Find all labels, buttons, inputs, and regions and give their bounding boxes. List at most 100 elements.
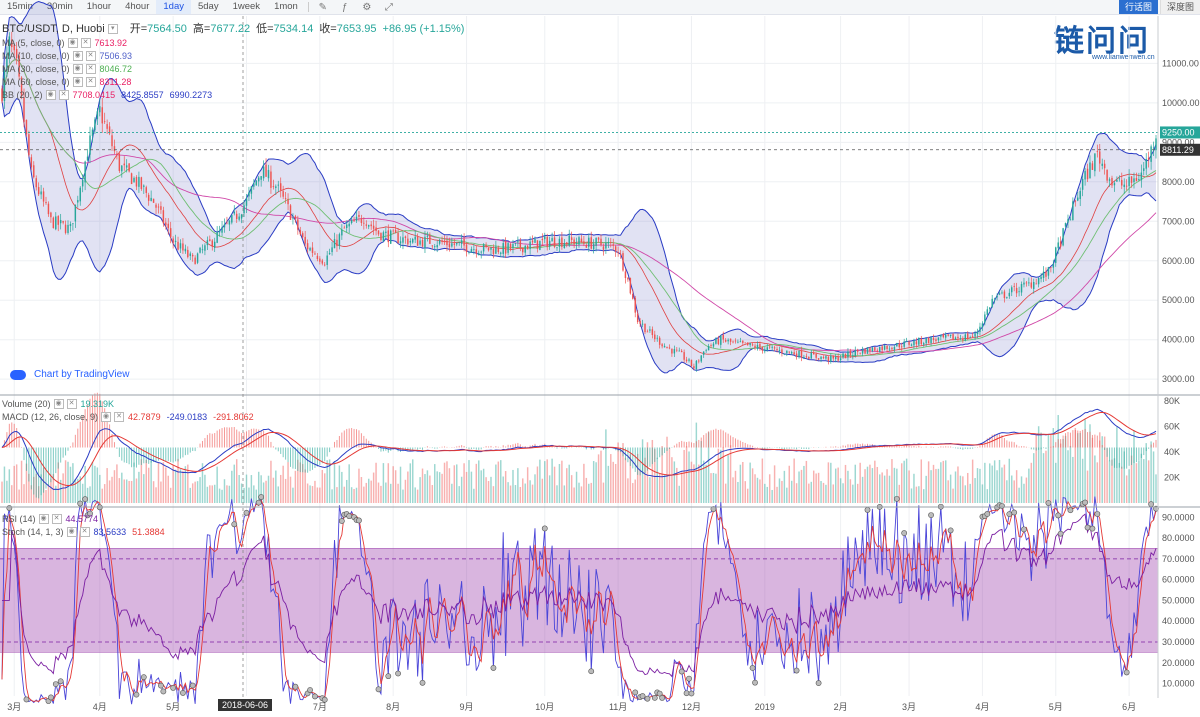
candle-body <box>854 350 857 356</box>
kline-chart-button[interactable]: 行话图 <box>1118 0 1158 14</box>
macd-histogram-bar <box>522 446 524 448</box>
tf-1week[interactable]: 1week <box>232 1 261 12</box>
tf-1hour[interactable]: 1hour <box>86 1 112 12</box>
candle-body <box>685 359 688 362</box>
candle-body <box>729 338 732 342</box>
bb-close-icon[interactable]: ✕ <box>58 90 69 100</box>
volume-bar <box>343 486 346 503</box>
indicator-icon[interactable]: ƒ <box>342 1 348 13</box>
bb-eye-icon[interactable]: ◉ <box>45 90 56 100</box>
draw-tool-icon[interactable]: ✎ <box>318 1 328 13</box>
rsi-tick-label: 10.0000 <box>1162 679 1195 689</box>
volume-bar <box>597 454 600 503</box>
volume-bar <box>663 474 666 503</box>
tf-30min[interactable]: 30min <box>46 1 73 12</box>
candle-body <box>284 198 287 199</box>
ma30-eye-icon[interactable]: ◉ <box>72 64 83 74</box>
candle-body <box>1057 242 1059 249</box>
ma60-eye-icon[interactable]: ◉ <box>72 77 83 87</box>
macd-histogram-bar <box>25 447 27 471</box>
volume-bar <box>1108 460 1111 503</box>
volume-bar <box>216 466 218 503</box>
macd-histogram-bar <box>778 447 780 449</box>
candle-body <box>125 165 128 168</box>
volume-bar <box>458 486 460 503</box>
rsi-close-icon[interactable]: ✕ <box>51 514 62 524</box>
macd-histogram-bar <box>705 433 707 448</box>
volume-bar <box>529 480 531 503</box>
volume-bar <box>551 458 553 503</box>
depth-chart-button[interactable]: 深度图 <box>1159 0 1200 14</box>
stoch-signal-marker <box>632 689 639 696</box>
candle-body <box>118 153 121 171</box>
macd-histogram-bar <box>695 441 697 448</box>
ma10-eye-icon[interactable]: ◉ <box>72 51 83 61</box>
candle-body <box>996 295 998 298</box>
macd-close-icon[interactable]: ✕ <box>114 412 125 422</box>
tf-15min[interactable]: 15min <box>7 1 33 12</box>
macd-histogram-bar <box>233 427 235 448</box>
volume-label: Volume (20) <box>2 399 51 409</box>
fullscreen-icon[interactable]: ⤢ <box>384 1 393 13</box>
ma10-close-icon[interactable]: ✕ <box>85 51 96 61</box>
tf-4hour[interactable]: 4hour <box>125 1 150 12</box>
candle-body <box>1013 285 1015 287</box>
collapse-icon[interactable]: ▾ <box>107 24 118 34</box>
macd-eye-icon[interactable]: ◉ <box>101 412 112 422</box>
candle-body <box>86 156 89 161</box>
candle-body <box>619 253 622 255</box>
stoch-close-icon[interactable]: ✕ <box>79 527 90 537</box>
candle-body <box>1015 287 1018 294</box>
stoch-signal-marker <box>170 685 177 691</box>
stoch-eye-icon[interactable]: ◉ <box>66 527 77 537</box>
tf-5day[interactable]: 5day <box>197 1 219 12</box>
volume-bar <box>695 422 698 503</box>
volume-bar <box>1057 415 1059 503</box>
candle-body <box>541 238 544 241</box>
macd-value-3: -291.8062 <box>213 412 254 422</box>
candle-body <box>1020 284 1023 293</box>
candle-body <box>959 338 962 339</box>
rsi-eye-icon[interactable]: ◉ <box>38 514 49 524</box>
tf-1day[interactable]: 1day <box>156 0 191 14</box>
macd-histogram-bar <box>847 444 849 448</box>
ma5-close-icon[interactable]: ✕ <box>80 38 91 48</box>
settings-gear-icon[interactable]: ⚙ <box>362 1 372 13</box>
macd-histogram-bar <box>106 416 108 448</box>
stoch-signal-marker <box>1045 500 1052 506</box>
macd-histogram-bar <box>43 447 45 493</box>
macd-histogram-bar <box>654 447 656 462</box>
candle-body <box>1125 185 1128 187</box>
candle-body <box>517 241 519 243</box>
ma30-close-icon[interactable]: ✕ <box>85 64 96 74</box>
candle-body <box>157 206 160 208</box>
macd-histogram-bar <box>128 447 130 465</box>
macd-histogram-bar <box>13 423 15 448</box>
candle-body <box>443 240 446 243</box>
macd-histogram-bar <box>502 445 504 448</box>
macd-histogram-bar <box>634 447 636 472</box>
volume-eye-icon[interactable]: ◉ <box>53 399 64 409</box>
tradingview-credit[interactable]: Chart by TradingView <box>10 369 129 380</box>
candle-body <box>678 350 680 352</box>
volume-bar <box>605 429 607 503</box>
macd-histogram-bar <box>911 446 913 448</box>
candle-body <box>1091 163 1094 170</box>
volume-close-icon[interactable]: ✕ <box>66 399 77 409</box>
candle-body <box>35 178 37 188</box>
macd-histogram-bar <box>50 447 52 483</box>
candle-body <box>964 334 967 341</box>
candle-body <box>253 183 255 187</box>
candle-body <box>390 230 392 244</box>
candle-body <box>243 205 245 214</box>
volume-bar <box>720 449 722 503</box>
ma5-eye-icon[interactable]: ◉ <box>67 38 78 48</box>
volume-bar <box>436 471 438 503</box>
macd-histogram-bar <box>906 445 908 448</box>
volume-bar <box>583 463 585 503</box>
tf-1mon[interactable]: 1mon <box>274 1 298 12</box>
ma60-close-icon[interactable]: ✕ <box>85 77 96 87</box>
stoch-signal-marker <box>160 688 167 695</box>
volume-bar <box>866 466 869 503</box>
